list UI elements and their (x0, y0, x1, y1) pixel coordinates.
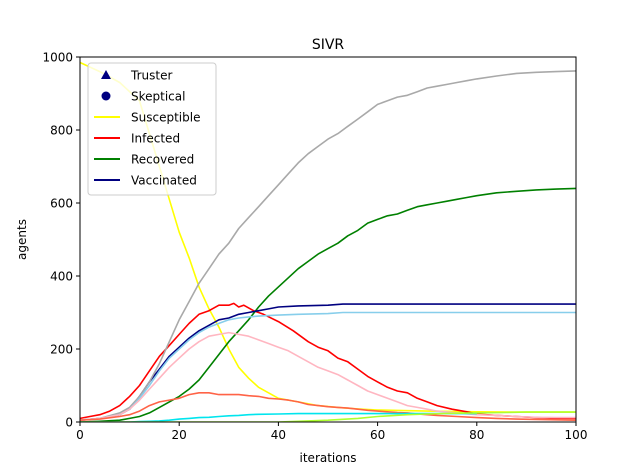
x-tick-label: 60 (370, 428, 385, 442)
x-tick-label: 20 (172, 428, 187, 442)
x-tick-label: 100 (565, 428, 588, 442)
x-axis-ticks: 0 20 40 60 80 100 (76, 422, 587, 442)
legend-marker-skeptical (101, 91, 111, 101)
legend-box (87, 62, 217, 196)
legend-label-infected: Infected (131, 132, 180, 146)
y-tick-label: 200 (50, 343, 73, 357)
x-axis-label: iterations (300, 451, 357, 465)
legend-label-skeptical: Skeptical (131, 90, 185, 104)
series-line-unnamed-8 (80, 412, 477, 422)
series-line-recovered (80, 187, 576, 422)
legend-label-vaccinated: Vaccinated (131, 174, 197, 188)
legend-marker-truster (101, 70, 111, 79)
y-tick-label: 600 (50, 197, 73, 211)
series-line-infected (80, 302, 576, 420)
y-tick-label: 800 (50, 124, 73, 138)
y-tick-label: 400 (50, 270, 73, 284)
x-tick-label: 0 (76, 428, 84, 442)
series-line-unnamed-7 (80, 392, 576, 421)
legend-label-truster: Truster (130, 69, 172, 83)
series-line-unnamed-4 (80, 70, 576, 421)
x-tick-label: 80 (469, 428, 484, 442)
y-axis-label: agents (15, 219, 29, 260)
axes-frame (79, 56, 577, 423)
chart-title: SIVR (312, 37, 345, 53)
y-tick-label: 0 (65, 416, 73, 430)
y-axis-ticks: 0 200 400 600 800 1000 (42, 51, 80, 430)
legend-label-recovered: Recovered (131, 153, 194, 167)
legend: Truster Skeptical Susceptible Infected Recov… (87, 62, 217, 196)
series-line-unnamed-6 (80, 331, 576, 421)
series-line-unnamed-5 (80, 311, 576, 421)
legend-label-susceptible: Susceptible (131, 111, 200, 125)
x-tick-label: 40 (271, 428, 286, 442)
y-tick-label: 1000 (42, 51, 73, 65)
